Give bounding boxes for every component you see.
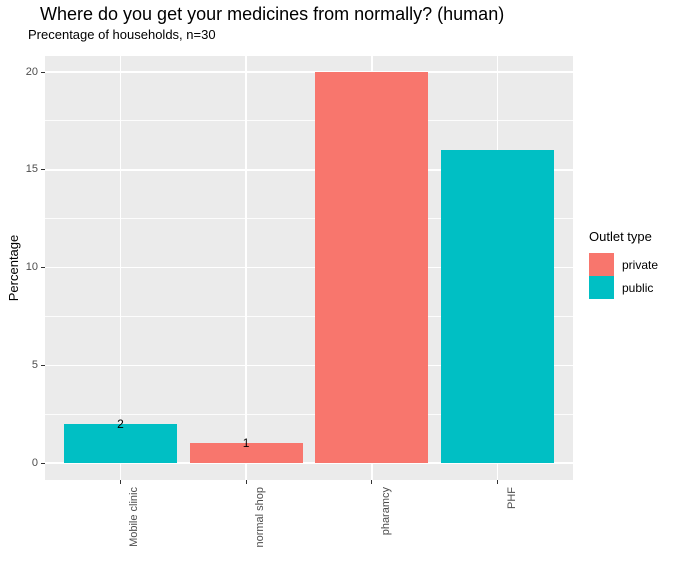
major-gridline	[45, 462, 573, 464]
legend-key-swatch	[589, 276, 614, 299]
y-tick-label: 20	[25, 65, 38, 78]
legend-title: Outlet type	[589, 229, 652, 244]
y-tick-mark	[41, 71, 45, 73]
legend-key-swatch	[589, 253, 614, 276]
chart-subtitle: Precentage of households, n=30	[28, 27, 216, 42]
bar-normal-shop	[189, 443, 303, 463]
legend-entry-label: private	[622, 257, 659, 272]
legend-entry-private: private	[589, 253, 658, 276]
y-tick-label: 5	[31, 358, 38, 371]
y-tick-label: 15	[25, 163, 38, 176]
bar-mobile-clinic	[63, 423, 177, 463]
x-tick-mark	[245, 480, 247, 484]
plot-panel	[45, 56, 573, 480]
major-gridline	[45, 71, 573, 73]
bar-value-label: 2	[117, 416, 124, 431]
bar-phf	[441, 150, 555, 463]
major-gridline	[45, 266, 573, 269]
minor-gridline	[45, 218, 573, 220]
minor-gridline	[45, 120, 573, 122]
legend-entries: private public	[589, 253, 658, 299]
y-tick-label: 0	[31, 456, 38, 469]
x-tick-mark	[119, 480, 121, 484]
y-tick-label: 10	[25, 261, 38, 273]
y-tick-mark	[41, 462, 45, 464]
x-tick-label: pharamcy	[379, 487, 392, 536]
y-tick-mark	[41, 364, 45, 366]
minor-gridline	[45, 413, 573, 415]
x-tick-label: PHF	[505, 487, 518, 509]
bar-pharamcy	[315, 72, 429, 463]
major-gridline	[45, 169, 573, 171]
major-gridline-vertical	[245, 56, 247, 480]
minor-gridline	[45, 315, 573, 317]
major-gridline	[45, 364, 573, 366]
y-tick-mark	[41, 267, 45, 268]
x-tick-mark	[371, 480, 373, 484]
x-tick-mark	[497, 480, 499, 484]
x-tick-label: normal shop	[254, 487, 267, 548]
y-tick-mark	[41, 169, 45, 171]
legend: Outlet type private public	[589, 229, 658, 299]
major-gridline-vertical	[119, 56, 122, 480]
x-tick-label: Mobile clinic	[128, 487, 141, 547]
bar-value-label: 1	[242, 436, 250, 451]
chart-title: Where do you get your medicines from nor…	[40, 4, 505, 24]
legend-entry-public: public	[589, 276, 658, 299]
legend-entry-label: public	[622, 280, 654, 295]
